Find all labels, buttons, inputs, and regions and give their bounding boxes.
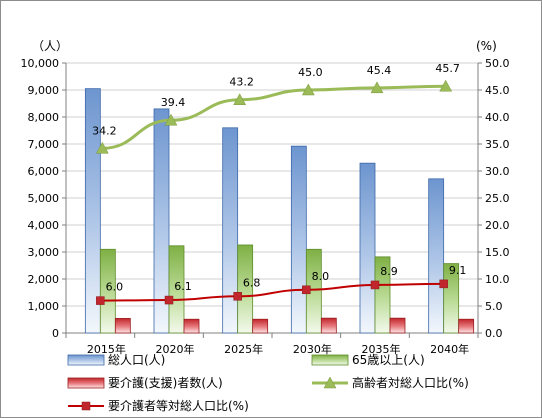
lines [95, 79, 453, 305]
right-axis-tick-label: 0.0 [485, 327, 503, 340]
data-label-elderly-ratio: 43.2 [229, 76, 254, 89]
x-axis-tick-label: 2025年 [224, 342, 263, 356]
marker-care-ratio [439, 279, 448, 289]
bar-total-population [222, 127, 239, 334]
legend-care-recipients: 要介護(支援)者数(人) [108, 375, 223, 390]
data-label-care-ratio: 9.1 [449, 264, 467, 277]
right-axis-tick-label: 45.0 [485, 84, 510, 97]
right-axis-tick-label: 35.0 [485, 138, 510, 151]
right-axis-tick-label: 25.0 [485, 192, 510, 205]
bar-age65-plus [237, 244, 254, 334]
data-label-care-ratio: 8.0 [312, 270, 330, 283]
marker-care-ratio [233, 292, 242, 301]
right-axis-tick-label: 20.0 [485, 219, 510, 232]
marker-care-ratio [370, 280, 380, 290]
line-elderly-ratio [102, 84, 446, 150]
left-axis-tick-label: 5,000 [28, 192, 60, 205]
right-axis-unit: (%) [476, 39, 497, 53]
marker-elderly-ratio [95, 141, 109, 154]
bar-care-recipients [320, 317, 337, 334]
data-label-care-ratio: 6.8 [243, 276, 261, 289]
bar-care-recipients [252, 318, 269, 334]
right-axis-tick-label: 40.0 [485, 111, 510, 124]
marker-elderly-ratio [439, 79, 453, 92]
bar-total-population [84, 88, 101, 334]
data-label-elderly-ratio: 45.4 [367, 64, 392, 77]
left-axis-tick-label: 2,000 [28, 273, 60, 286]
left-axis-tick-label: 7,000 [28, 138, 60, 151]
marker-elderly-ratio [164, 113, 178, 126]
bar-care-recipients [114, 318, 131, 334]
data-label-care-ratio: 6.1 [174, 280, 192, 293]
legend-elderly-ratio-marker [323, 376, 337, 389]
legend-care-recipients-swatch [67, 377, 105, 389]
bar-age65-plus [374, 256, 391, 334]
bar-age65-plus [168, 245, 185, 334]
left-axis-tick-label: 8,000 [28, 111, 60, 124]
x-axis-tick-label: 2020年 [156, 342, 195, 356]
legend-care-ratio-marker [81, 401, 91, 411]
left-axis-tick-label: 6,000 [28, 165, 60, 178]
legend-care-ratio: 要介護者等対総人口比(%) [108, 398, 249, 413]
data-labels: 34.2 39.4 43.2 45.0 45.4 45.7 6.0 6.1 6.8 8.0 8.9 9… [92, 62, 466, 293]
left-axis-tick-label: 0 [52, 327, 59, 340]
legend-age65-plus: 65歳以上(人) [352, 353, 425, 367]
legend-age65-plus-swatch [311, 354, 349, 366]
left-axis-tick-label: 9,000 [28, 84, 60, 97]
legend: 総人口(人) 65歳以上(人) 要介護(支援)者数(人) 高齢者対総人口比(%) 要介護… [67, 353, 469, 413]
bar-age65-plus [99, 248, 116, 334]
data-label-elderly-ratio: 45.0 [298, 66, 323, 79]
marker-care-ratio [96, 296, 105, 305]
marker-elderly-ratio [301, 83, 315, 96]
left-axis-unit: （人） [32, 39, 68, 53]
data-label-elderly-ratio: 45.7 [435, 62, 460, 75]
x-axis-tick-label: 2030年 [293, 342, 332, 356]
bar-total-population [428, 178, 445, 334]
bar-care-recipients [183, 318, 200, 334]
legend-elderly-ratio: 高齢者対総人口比(%) [352, 375, 469, 390]
line-care-ratio [100, 282, 444, 302]
left-axis-tick-label: 1,000 [28, 300, 60, 313]
marker-elderly-ratio [370, 81, 384, 94]
left-axis-tick-label: 10,000 [21, 57, 60, 70]
right-axis-tick-label: 50.0 [485, 57, 510, 70]
x-axis-tick-label: 2015年 [87, 342, 126, 356]
right-axis-tick-label: 10.0 [485, 273, 510, 286]
left-axis-tick-label: 3,000 [28, 246, 60, 259]
right-axis-tick-label: 30.0 [485, 165, 510, 178]
data-label-elderly-ratio: 39.4 [161, 96, 186, 109]
axes: 0 1,000 2,000 3,000 4,000 5,000 6,000 7,000 8,00… [21, 39, 510, 356]
bar-care-recipients [458, 318, 475, 334]
bar-care-recipients [389, 317, 406, 334]
gridlines [66, 62, 478, 307]
x-axis-tick-label: 2040年 [430, 342, 469, 356]
legend-total-population-swatch [67, 354, 105, 366]
marker-elderly-ratio [233, 93, 247, 105]
data-label-care-ratio: 8.9 [380, 265, 398, 278]
data-label-elderly-ratio: 34.2 [92, 124, 117, 137]
data-label-care-ratio: 6.0 [106, 281, 124, 294]
marker-care-ratio [164, 295, 174, 305]
right-axis-tick-label: 15.0 [485, 246, 510, 259]
bar-total-population [290, 145, 307, 334]
right-axis-tick-label: 5.0 [485, 300, 503, 313]
left-axis-tick-label: 4,000 [28, 219, 60, 232]
x-axis-tick-label: 2035年 [362, 342, 401, 356]
bar-total-population [153, 108, 170, 334]
legend-total-population: 総人口(人) [108, 353, 165, 367]
bar-total-population [359, 162, 376, 334]
marker-care-ratio [302, 285, 311, 295]
bars [84, 88, 475, 334]
